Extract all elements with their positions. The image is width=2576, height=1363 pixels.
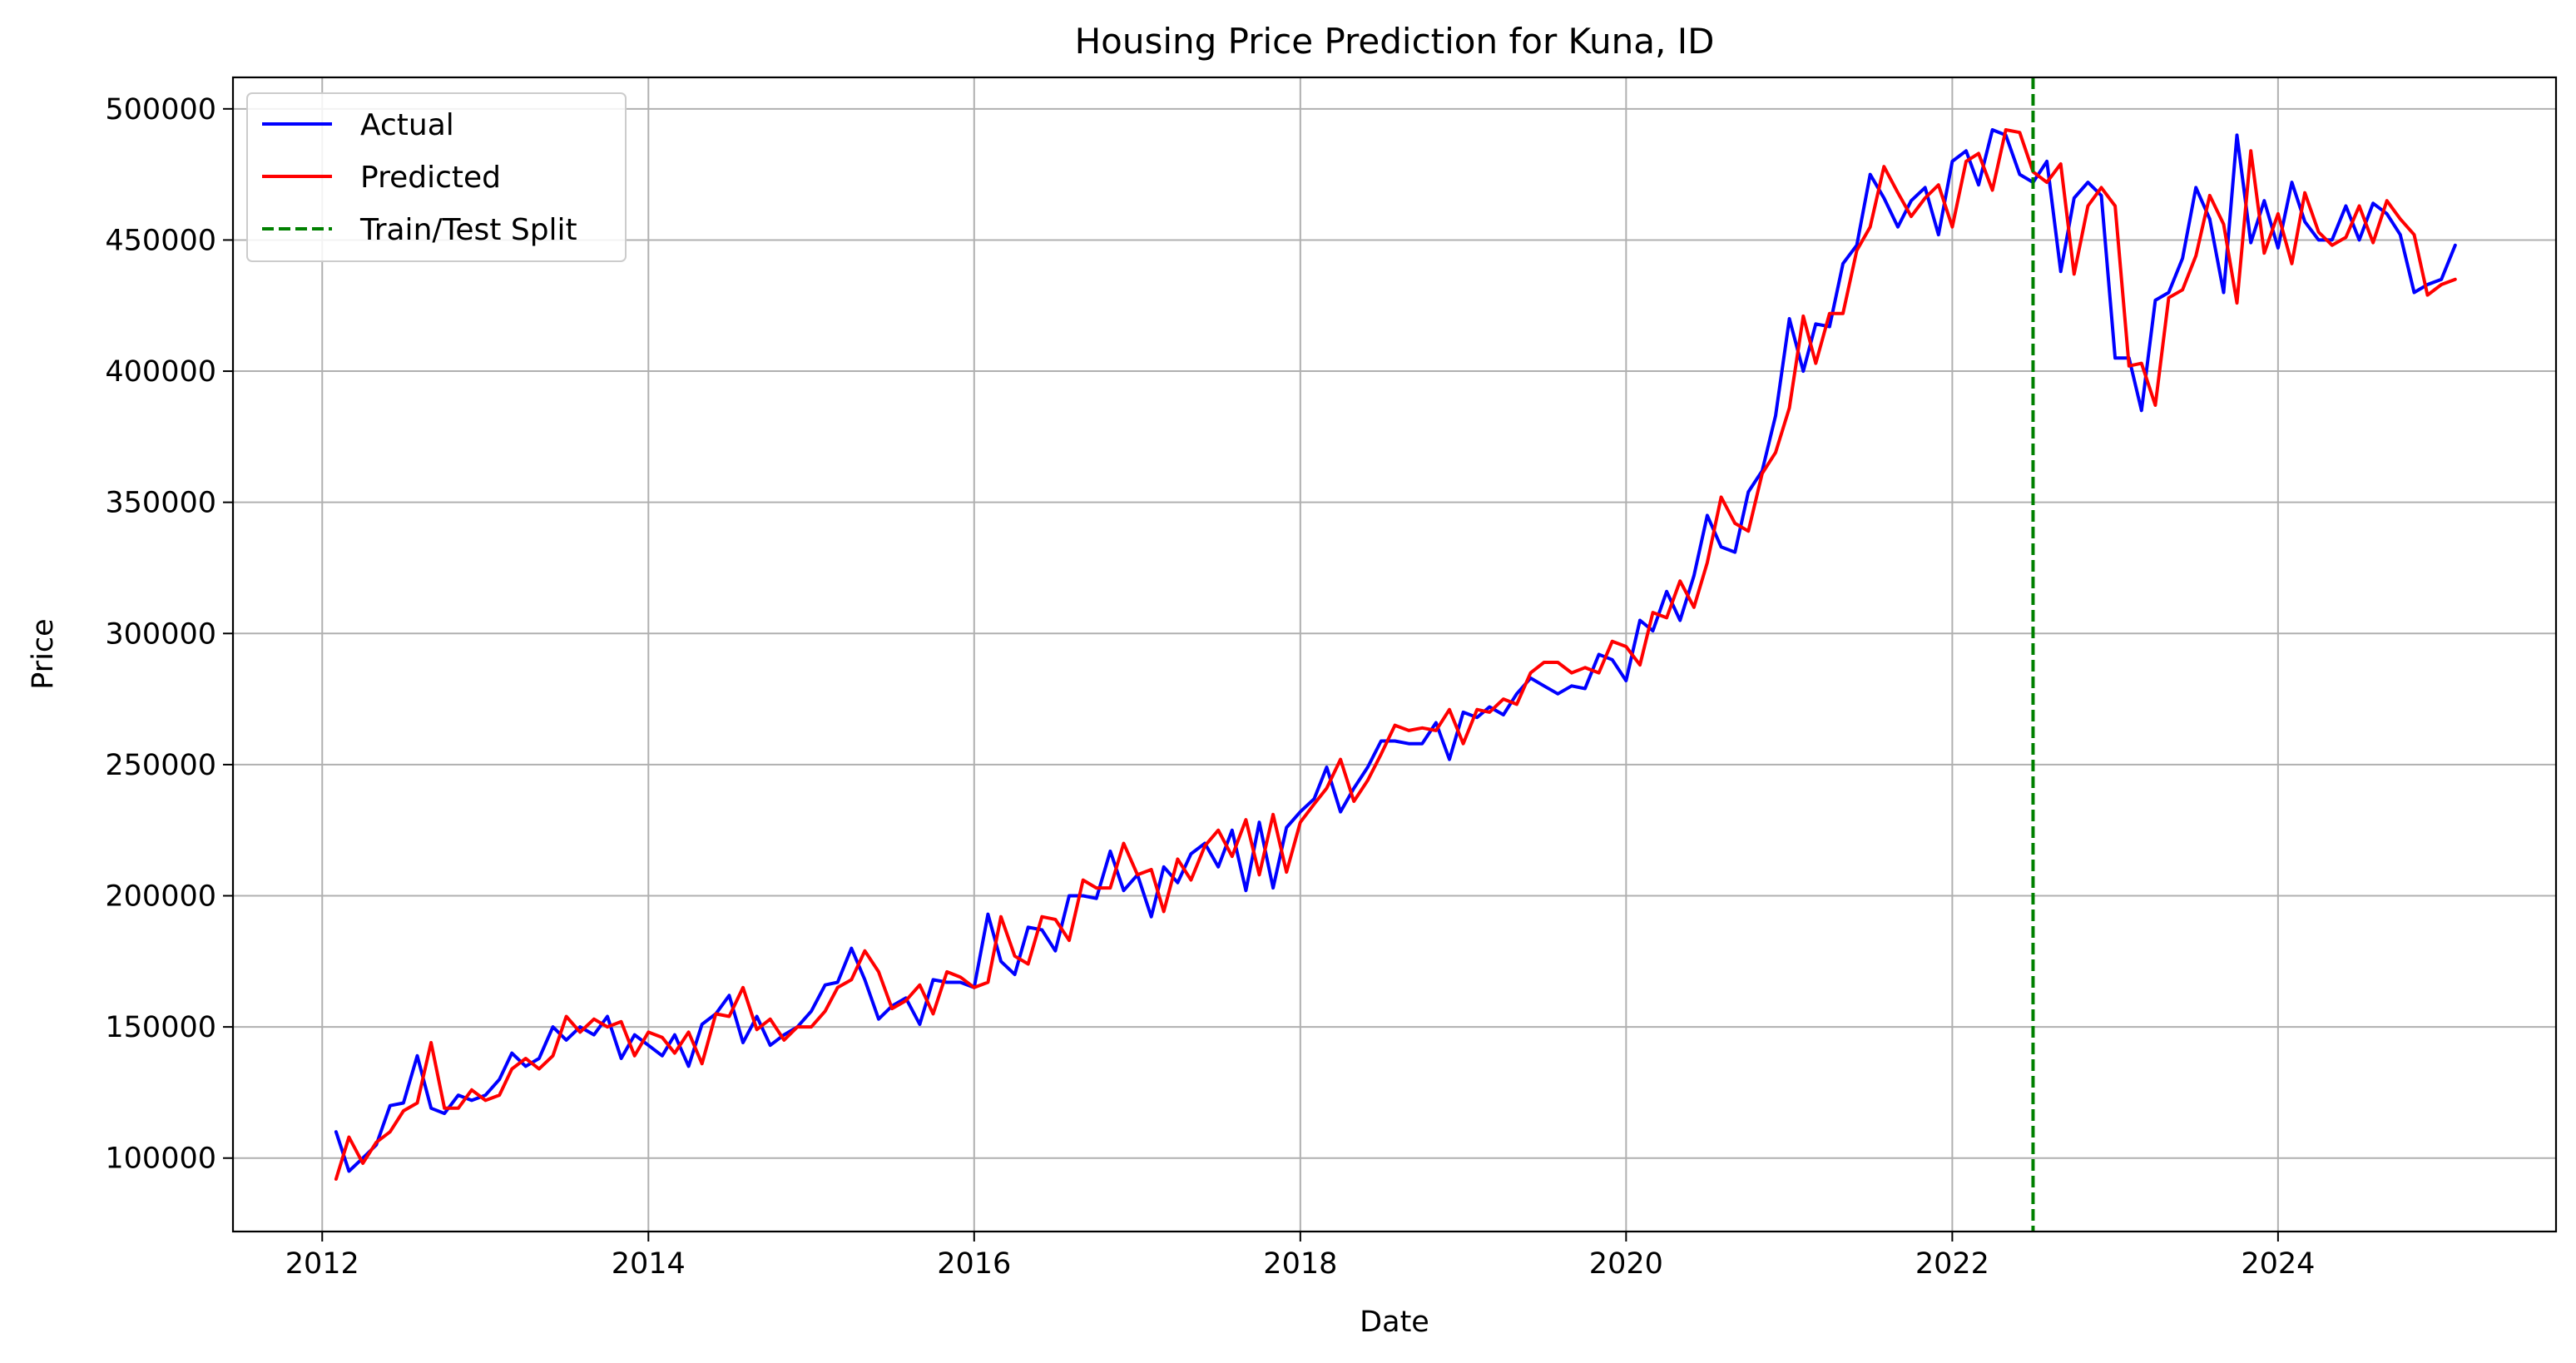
legend-label-actual: Actual <box>360 108 454 142</box>
y-tick-label: 450000 <box>105 224 216 257</box>
grid <box>233 77 2556 1232</box>
legend-label-predicted: Predicted <box>360 161 501 195</box>
legend: Actual Predicted Train/Test Split <box>246 92 627 262</box>
x-tick-label: 2020 <box>1589 1247 1663 1281</box>
chart-title: Housing Price Prediction for Kuna, ID <box>1075 21 1715 62</box>
y-tick-label: 100000 <box>105 1142 216 1176</box>
legend-label-split: Train/Test Split <box>359 213 577 247</box>
y-tick-label: 350000 <box>105 487 216 520</box>
x-axis-label: Date <box>1360 1306 1429 1339</box>
series-layer <box>334 77 2457 1232</box>
y-tick-label: 300000 <box>105 617 216 651</box>
y-tick-label: 500000 <box>105 93 216 126</box>
y-tick-label: 250000 <box>105 749 216 782</box>
ticks: 2012 2014 2016 2018 2020 2022 2024 100000 150000… <box>105 93 2315 1281</box>
y-tick-label: 200000 <box>105 880 216 914</box>
y-axis-label: Price <box>27 618 60 689</box>
x-tick-label: 2018 <box>1263 1247 1337 1281</box>
x-tick-label: 2016 <box>937 1247 1011 1281</box>
series-line-predicted <box>334 128 2457 1181</box>
x-tick-label: 2022 <box>1915 1247 1989 1281</box>
legend-box <box>246 92 627 262</box>
x-tick-label: 2012 <box>285 1247 359 1281</box>
y-tick-label: 150000 <box>105 1011 216 1044</box>
y-tick-label: 400000 <box>105 355 216 389</box>
plot-frame <box>231 76 2558 1233</box>
x-tick-label: 2014 <box>612 1247 686 1281</box>
x-tick-label: 2024 <box>2241 1247 2315 1281</box>
series-line-actual <box>334 128 2457 1173</box>
